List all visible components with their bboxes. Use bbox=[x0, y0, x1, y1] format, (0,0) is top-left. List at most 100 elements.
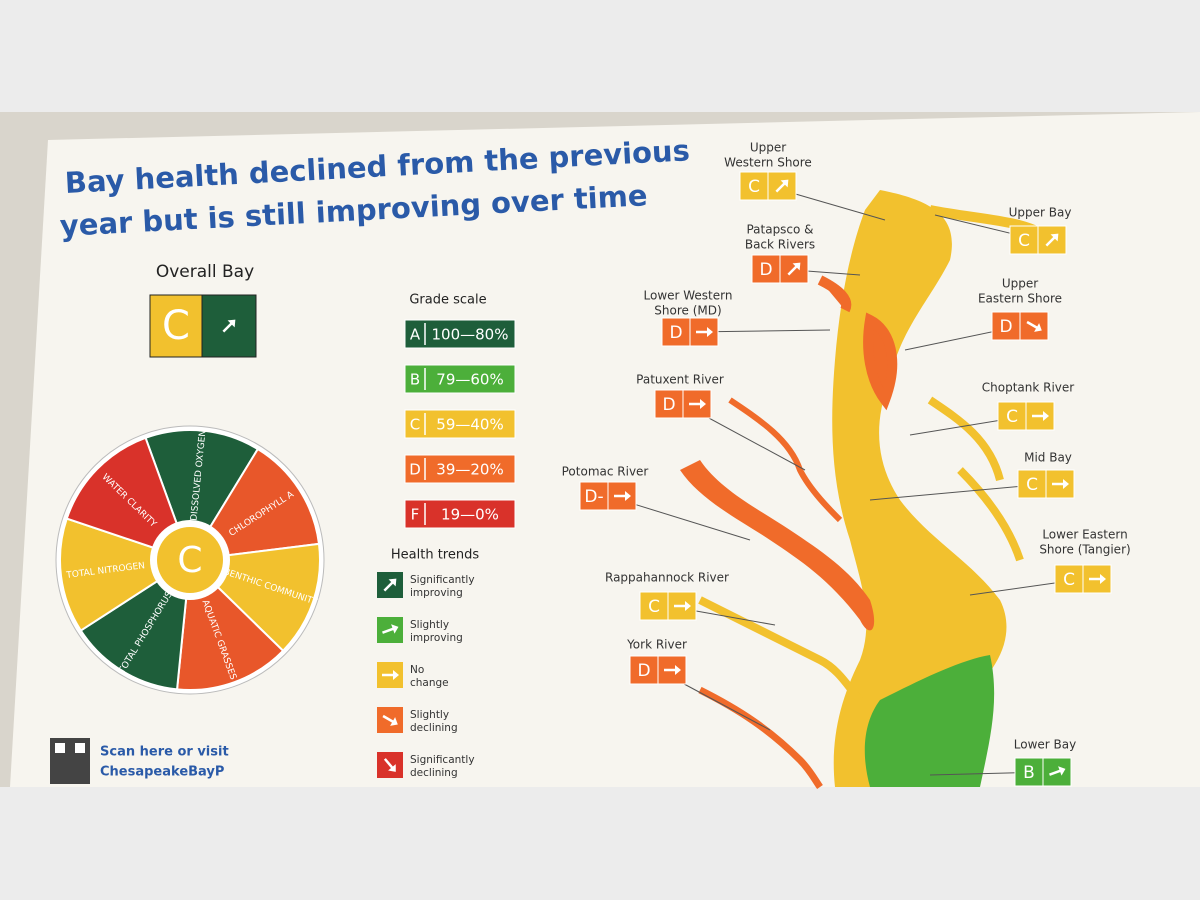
grade-scale-box bbox=[404, 454, 516, 484]
arrow-head bbox=[792, 262, 801, 271]
arrow-head bbox=[780, 179, 789, 188]
wheel-segment bbox=[65, 436, 192, 562]
region-grade-box bbox=[1009, 225, 1039, 255]
region-grade-box bbox=[579, 481, 609, 511]
trend-arrow bbox=[222, 319, 236, 333]
trend-label: No bbox=[410, 664, 424, 676]
arrow-head bbox=[625, 491, 631, 501]
region-name: Lower Bay bbox=[1014, 738, 1076, 752]
arrow-head bbox=[1100, 574, 1106, 584]
grade-letter: D bbox=[409, 461, 421, 479]
trend-arrow bbox=[383, 578, 397, 592]
region-grade-box bbox=[751, 254, 781, 284]
grade-scale-title: Grade scale bbox=[409, 293, 486, 308]
bay-map bbox=[680, 190, 1054, 790]
grade-scale-box bbox=[404, 409, 516, 439]
rappahannock-river bbox=[698, 596, 863, 703]
arrow-head bbox=[675, 665, 681, 675]
trend-arrow bbox=[1089, 574, 1106, 584]
arrow-head bbox=[393, 670, 399, 680]
trend-arrow bbox=[674, 601, 691, 611]
region-name: Western Shore bbox=[724, 156, 812, 170]
trend-label: improving bbox=[410, 632, 463, 644]
region-name: Eastern Shore bbox=[978, 292, 1062, 306]
wheel-center-grade: C bbox=[177, 540, 202, 581]
patapsco-river bbox=[817, 275, 898, 411]
region-grade-box bbox=[661, 317, 691, 347]
trend-arrow bbox=[1026, 320, 1042, 332]
scan-text: ChesapeakeBayP bbox=[100, 765, 224, 780]
wheel-segment bbox=[144, 429, 260, 563]
arrow-head bbox=[700, 399, 706, 409]
arrow-head bbox=[1034, 323, 1042, 332]
region-name: York River bbox=[626, 638, 687, 652]
grade-letter: C bbox=[410, 416, 420, 434]
trend-arrow bbox=[664, 665, 681, 675]
arrow-head bbox=[685, 601, 691, 611]
trend-label: declining bbox=[410, 767, 458, 779]
overall-trend-box bbox=[201, 294, 257, 358]
leader-line bbox=[869, 483, 1047, 501]
arrow-head bbox=[390, 717, 398, 726]
trend-arrow bbox=[382, 670, 399, 680]
region-grade: C bbox=[1006, 407, 1018, 427]
trend-arrow bbox=[614, 491, 631, 501]
trend-arrow bbox=[1052, 479, 1069, 489]
region-grade: D bbox=[999, 317, 1012, 337]
lower-bay-water bbox=[864, 655, 995, 787]
trend-arrow bbox=[382, 624, 399, 634]
qr-corner bbox=[55, 743, 65, 753]
region-grade: B bbox=[1023, 763, 1035, 783]
york-river bbox=[698, 686, 823, 790]
region-name: Choptank River bbox=[982, 381, 1075, 395]
trend-label: Slightly bbox=[410, 619, 449, 631]
arrow-head bbox=[391, 624, 399, 634]
region-name: Back Rivers bbox=[745, 238, 815, 252]
region-grade: D bbox=[637, 661, 650, 681]
scan-text: Scan here or visit bbox=[100, 745, 229, 760]
trend-arrow bbox=[775, 179, 789, 193]
grade-range: 100—80% bbox=[432, 326, 509, 344]
trend-arrow bbox=[1032, 411, 1049, 421]
grade-range: 59—40% bbox=[436, 416, 503, 434]
wheel-segment bbox=[79, 558, 192, 691]
overall-grade: C bbox=[162, 303, 190, 349]
overall-grade-box bbox=[149, 294, 203, 358]
region-grade: C bbox=[1063, 570, 1075, 590]
trend-label: change bbox=[410, 677, 449, 689]
region-name: Patapsco & bbox=[746, 223, 813, 237]
grade-range: 19—0% bbox=[441, 506, 499, 524]
grade-scale-box bbox=[404, 364, 516, 394]
arrow-head bbox=[1043, 411, 1049, 421]
grade-scale-box bbox=[404, 499, 516, 529]
region-name: Upper bbox=[1002, 277, 1038, 291]
health-trends-title: Health trends bbox=[391, 548, 479, 563]
grade-scale-box bbox=[404, 319, 516, 349]
trend-label: Significantly bbox=[410, 754, 475, 766]
arrow-head bbox=[227, 319, 236, 328]
region-name: Lower Eastern bbox=[1042, 528, 1127, 542]
trend-arrow bbox=[689, 399, 706, 409]
region-grade-box bbox=[739, 171, 769, 201]
trend-arrow bbox=[1049, 766, 1066, 776]
region-grade: C bbox=[1018, 231, 1030, 251]
potomac-river bbox=[680, 460, 875, 631]
grade-range: 39—20% bbox=[436, 461, 503, 479]
wheel-center bbox=[157, 527, 223, 593]
qr-corner bbox=[75, 743, 85, 753]
region-name: Upper bbox=[750, 141, 786, 155]
region-grade: D bbox=[669, 323, 682, 343]
region-grade-box bbox=[629, 655, 659, 685]
region-grade-box bbox=[997, 401, 1027, 431]
trend-label: Slightly bbox=[410, 709, 449, 721]
grade-letter: A bbox=[410, 326, 421, 344]
eastern-rivers bbox=[927, 396, 1024, 562]
arrow-head bbox=[1063, 479, 1069, 489]
trend-arrow bbox=[383, 758, 396, 772]
arrow-head bbox=[1058, 766, 1066, 776]
grade-letter: B bbox=[410, 371, 420, 389]
patuxent-river bbox=[728, 397, 843, 523]
overall-label: Overall Bay bbox=[156, 262, 254, 282]
region-name: Rappahannock River bbox=[605, 571, 729, 585]
